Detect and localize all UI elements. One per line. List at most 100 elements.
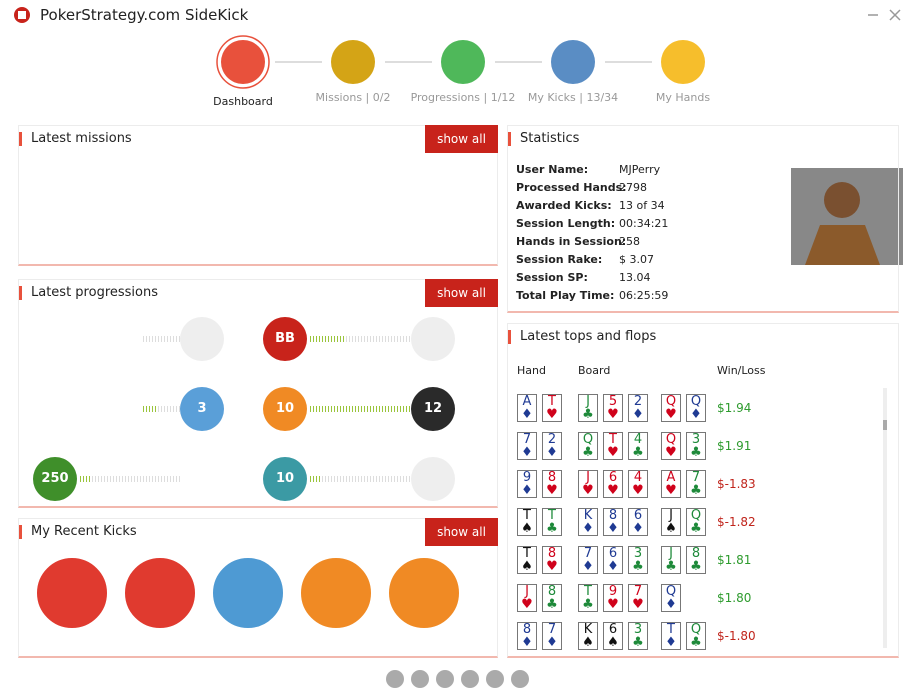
nav-label[interactable]: Progressions | 1/12 xyxy=(410,91,516,104)
nav-label[interactable]: My Hands xyxy=(655,91,711,104)
playing-card: T ♥ xyxy=(603,432,623,460)
card-rank: 8 xyxy=(608,508,618,523)
win-loss: $1.91 xyxy=(717,439,752,453)
missions-panel: Latest missions show all xyxy=(18,125,498,266)
win-loss: $1.94 xyxy=(717,401,752,415)
stat-label: Session Length: xyxy=(516,217,616,230)
stat-value: $ 3.07 xyxy=(619,253,654,266)
win-loss: $1.81 xyxy=(717,553,752,567)
card-suit: ♦ xyxy=(546,635,558,650)
card-rank: 6 xyxy=(608,622,618,637)
playing-card: T ♠ xyxy=(517,546,537,574)
card-rank: 2 xyxy=(633,394,643,409)
playing-card: 8 ♦ xyxy=(603,508,623,536)
card-suit: ♥ xyxy=(607,597,619,612)
playing-card: Q ♦ xyxy=(661,584,681,612)
playing-card: 4 ♥ xyxy=(628,470,648,498)
playing-card: J ♥ xyxy=(578,470,598,498)
show-all-button[interactable]: show all xyxy=(425,125,498,153)
nav-label[interactable]: My Kicks | 13/34 xyxy=(527,91,619,104)
playing-card: 8 ♥ xyxy=(542,546,562,574)
card-rank: T xyxy=(548,394,556,409)
card-rank: T xyxy=(584,584,592,599)
card-suit: ♦ xyxy=(546,445,558,460)
card-rank: 6 xyxy=(608,546,618,561)
playing-card: K ♠ xyxy=(578,622,598,650)
show-all-button[interactable]: show all xyxy=(425,518,498,546)
stat-label: Session Rake: xyxy=(516,253,603,266)
stat-value: 13 of 34 xyxy=(619,199,665,212)
card-rank: 8 xyxy=(547,584,557,599)
nav-icon[interactable] xyxy=(441,40,485,84)
card-rank: K xyxy=(583,622,593,637)
avatar-head xyxy=(824,182,860,218)
stat-value: 06:25:59 xyxy=(619,289,669,302)
card-rank: 5 xyxy=(608,394,618,409)
playing-card: 7 ♦ xyxy=(542,622,562,650)
window-title: PokerStrategy.com SideKick xyxy=(40,6,249,24)
playing-card: 7 ♦ xyxy=(578,546,598,574)
card-suit: ♠ xyxy=(582,635,594,650)
panel-title: Latest progressions xyxy=(19,286,158,300)
card-rank: 8 xyxy=(691,546,701,561)
playing-card: 7 ♦ xyxy=(517,432,537,460)
win-loss: $-1.82 xyxy=(717,515,756,529)
card-rank: T xyxy=(667,622,675,637)
card-rank: 9 xyxy=(522,470,532,485)
nav-icon[interactable] xyxy=(221,40,265,84)
scrollbar-track[interactable] xyxy=(883,388,887,648)
close-button[interactable] xyxy=(889,9,901,21)
card-rank: 7 xyxy=(633,584,643,599)
card-rank: T xyxy=(523,508,531,523)
progressions-panel: Latest progressions show all xyxy=(18,279,498,508)
playing-card: 6 ♦ xyxy=(603,546,623,574)
kick-chips[interactable] xyxy=(35,556,461,630)
nav-icon[interactable] xyxy=(331,40,375,84)
card-suit: ♥ xyxy=(546,559,558,574)
card-rank: 9 xyxy=(608,584,618,599)
card-suit: ♦ xyxy=(632,407,644,422)
playing-card: 9 ♦ xyxy=(517,470,537,498)
column-header: Board xyxy=(578,364,611,377)
nav-label[interactable]: Missions | 0/2 xyxy=(315,91,391,104)
playing-card: 3 ♣ xyxy=(628,622,648,650)
card-rank: Q xyxy=(665,394,677,409)
panel-title: My Recent Kicks xyxy=(19,525,137,539)
card-suit: ♣ xyxy=(632,445,644,460)
stat-label: User Name: xyxy=(516,163,589,176)
playing-card: Q ♦ xyxy=(686,394,706,422)
card-suit: ♥ xyxy=(607,407,619,422)
nav-icon[interactable] xyxy=(551,40,595,84)
playing-card: T ♦ xyxy=(661,622,681,650)
card-rank: 3 xyxy=(691,432,701,447)
scrollbar-thumb[interactable] xyxy=(883,420,887,430)
tops-panel: Latest tops and flops xyxy=(507,323,899,658)
stat-value: 00:34:21 xyxy=(619,217,669,230)
chip-label: 10 xyxy=(275,471,295,486)
card-suit: ♣ xyxy=(546,521,558,536)
footer-icons[interactable] xyxy=(386,670,529,688)
chip-label: BB xyxy=(275,331,295,346)
card-suit: ♠ xyxy=(521,521,533,536)
stat-value: 13.04 xyxy=(619,271,651,284)
nav-icon[interactable] xyxy=(661,40,705,84)
card-rank: 3 xyxy=(633,622,643,637)
nav-label[interactable]: Dashboard xyxy=(213,95,273,108)
card-rank: Q xyxy=(690,622,702,637)
card-suit: ♥ xyxy=(546,483,558,498)
card-suit: ♠ xyxy=(665,521,677,536)
playing-card: T ♣ xyxy=(578,584,598,612)
card-suit: ♦ xyxy=(521,483,533,498)
card-rank: 8 xyxy=(547,546,557,561)
card-suit: ♣ xyxy=(690,483,702,498)
progress-bars xyxy=(80,336,410,482)
chip-label: 3 xyxy=(197,401,207,416)
card-rank: 7 xyxy=(583,546,593,561)
playing-card: 8 ♣ xyxy=(542,584,562,612)
show-all-button[interactable]: show all xyxy=(425,279,498,307)
playing-card: Q ♥ xyxy=(661,394,681,422)
playing-card: 3 ♣ xyxy=(628,546,648,574)
playing-card: K ♦ xyxy=(578,508,598,536)
card-suit: ♣ xyxy=(690,445,702,460)
card-rank: T xyxy=(609,432,617,447)
